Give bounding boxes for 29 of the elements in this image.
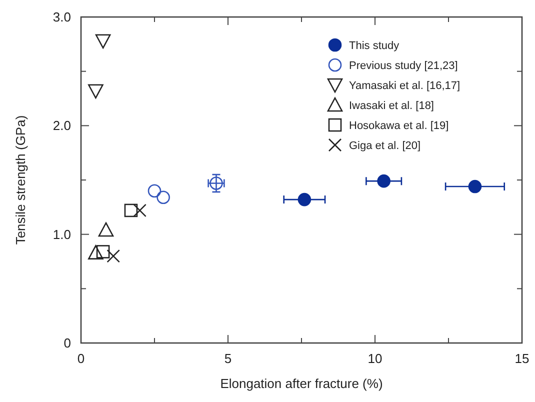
x-axis-title: Elongation after fracture (%) (220, 376, 383, 391)
legend-label: Hosokawa et al. [19] (349, 120, 449, 132)
y-tick-label: 1.0 (52, 226, 71, 242)
x-tick-label: 0 (77, 351, 85, 366)
x-tick-label: 15 (514, 351, 530, 366)
legend-label: Iwasaki et al. [18] (349, 100, 434, 112)
x-tick-label: 10 (368, 351, 382, 366)
y-tick-label: 3.0 (52, 10, 71, 24)
y-tick-label: 2.0 (52, 118, 71, 134)
point (95, 34, 111, 49)
point (156, 190, 170, 204)
point (88, 245, 104, 260)
point (468, 180, 482, 194)
point (148, 184, 162, 198)
y-tick-label: 0 (64, 336, 71, 350)
point (106, 249, 120, 263)
point (96, 245, 110, 258)
legend-label: This study (349, 40, 400, 52)
point (98, 222, 114, 237)
point (88, 84, 104, 99)
legend-label: Previous study [21,23] (349, 60, 458, 72)
point (298, 192, 312, 206)
x-tick-label: 5 (224, 351, 232, 366)
legend-label: Yamasaki et al. [16,17] (349, 80, 460, 92)
legend-label: Giga et al. [20] (349, 140, 421, 152)
point (377, 174, 390, 188)
point (133, 204, 146, 218)
y-axis-title: Tensile strength (GPa) (13, 115, 28, 245)
point (124, 204, 138, 218)
